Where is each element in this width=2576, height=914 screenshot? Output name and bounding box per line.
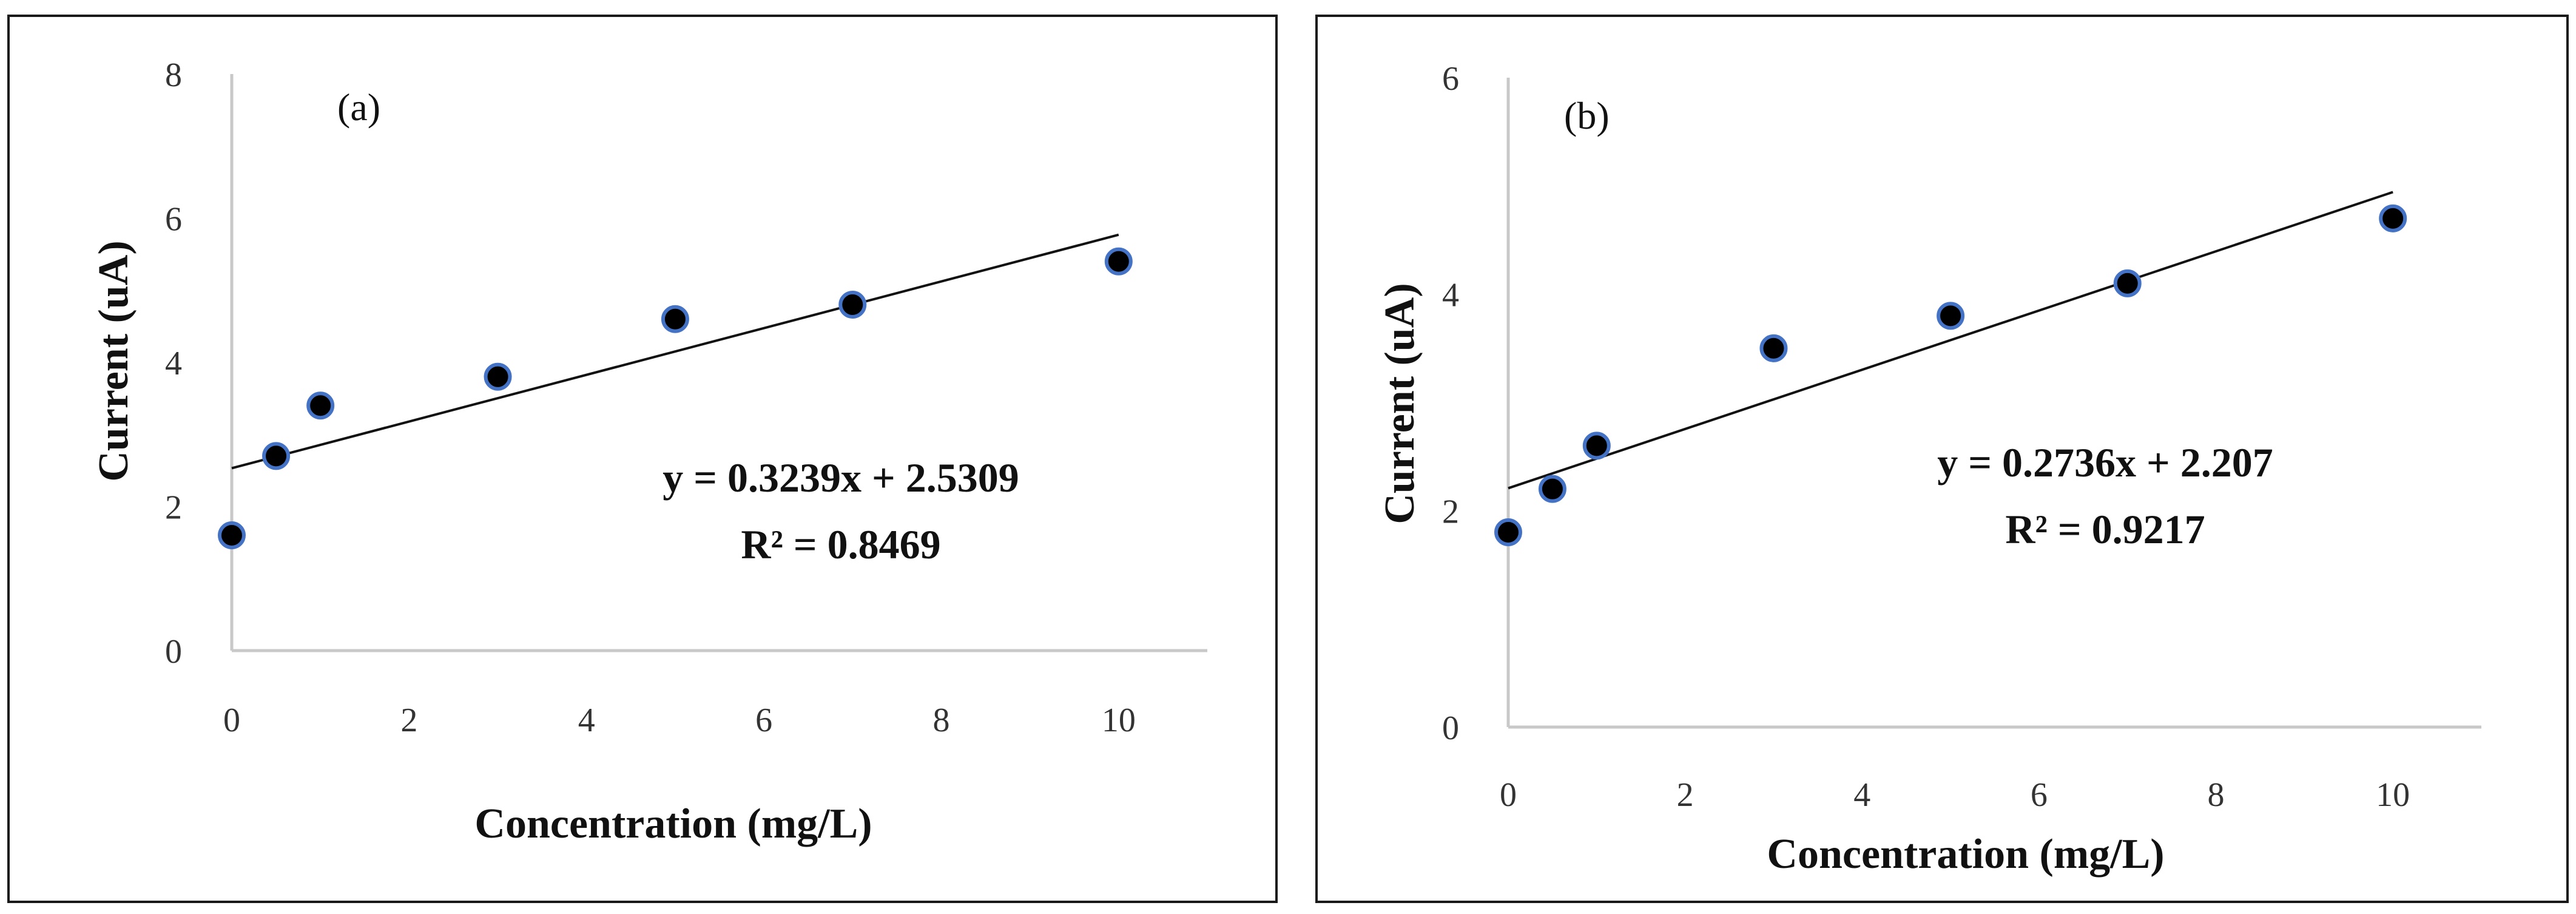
y-tick-labels: 0 2 4 6 xyxy=(1442,60,1459,747)
x-tick-label: 2 xyxy=(1677,776,1694,814)
x-tick-labels: 0 2 4 6 8 10 xyxy=(1500,776,2410,814)
chart-panel-a: 0 2 4 6 8 0 2 4 6 8 10 (a) y = 0.3239x + 2.5309 R… xyxy=(7,15,1278,903)
x-tick-labels: 0 2 4 6 8 10 xyxy=(223,702,1136,739)
trendline xyxy=(231,233,1119,470)
y-tick-labels: 0 2 4 6 8 xyxy=(165,56,182,671)
trendline-equation: y = 0.2736x + 2.207 xyxy=(1937,439,2273,486)
data-point xyxy=(1759,334,1788,362)
data-point xyxy=(262,442,291,470)
panel-label: (a) xyxy=(337,86,380,129)
x-tick-label: 6 xyxy=(755,702,772,739)
y-tick-label: 8 xyxy=(165,56,182,94)
chart-panel-b: 0 2 4 6 0 2 4 6 8 10 (b) y = 0.2736x + 2.207 R² … xyxy=(1315,15,2569,903)
y-tick-label: 6 xyxy=(1442,60,1459,98)
panel-frame xyxy=(1315,15,2569,903)
y-tick-label: 2 xyxy=(165,489,182,527)
x-tick-label: 6 xyxy=(2031,776,2048,814)
x-tick-label: 10 xyxy=(2376,776,2410,814)
r-squared-label: R² = 0.8469 xyxy=(741,521,940,567)
y-tick-label: 0 xyxy=(1442,709,1459,747)
y-tick-label: 4 xyxy=(165,345,182,382)
x-axis-title: Concentration (mg/L) xyxy=(474,801,872,847)
trendline-equation: y = 0.3239x + 2.5309 xyxy=(663,455,1019,501)
y-tick-label: 2 xyxy=(1442,493,1459,530)
x-tick-label: 2 xyxy=(400,702,417,739)
y-axis-title: Current (uA) xyxy=(90,240,137,481)
data-point xyxy=(2113,269,2142,297)
x-tick-label: 8 xyxy=(932,702,949,739)
data-point xyxy=(2379,204,2407,232)
x-tick-label: 0 xyxy=(1500,776,1517,814)
data-points xyxy=(1494,204,2407,546)
y-axis-title: Current (uA) xyxy=(1377,283,1423,524)
data-point xyxy=(1494,518,1522,546)
data-point xyxy=(838,291,867,319)
data-point xyxy=(661,305,689,333)
data-point xyxy=(1538,475,1566,503)
x-tick-label: 4 xyxy=(578,702,595,739)
x-tick-label: 0 xyxy=(223,702,240,739)
data-points xyxy=(218,247,1133,549)
x-tick-label: 10 xyxy=(1102,702,1136,739)
y-tick-label: 6 xyxy=(165,201,182,239)
x-tick-label: 8 xyxy=(2208,776,2225,814)
y-tick-label: 0 xyxy=(165,633,182,671)
x-axis-title: Concentration (mg/L) xyxy=(1767,831,2164,878)
data-point xyxy=(306,391,335,420)
trendline xyxy=(1508,191,2393,490)
data-point xyxy=(484,362,512,391)
y-tick-label: 4 xyxy=(1442,277,1459,314)
data-point xyxy=(1582,432,1611,460)
panel-frame xyxy=(7,15,1278,903)
data-point xyxy=(218,521,246,549)
panel-label: (b) xyxy=(1564,94,1610,137)
data-point xyxy=(1104,247,1133,276)
x-tick-label: 4 xyxy=(1853,776,1870,814)
data-point xyxy=(1937,302,1965,330)
r-squared-label: R² = 0.9217 xyxy=(2005,506,2205,552)
